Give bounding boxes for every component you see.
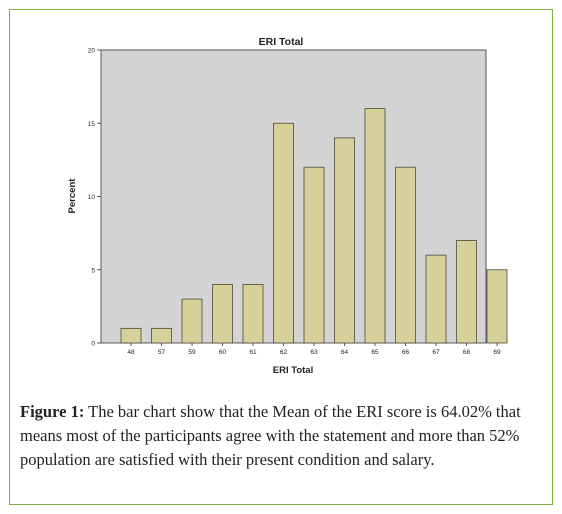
y-tick-label-10: 10	[88, 194, 96, 201]
bars-group	[120, 108, 508, 344]
x-tick-label-62: 62	[280, 349, 288, 356]
bar-69	[486, 269, 508, 344]
x-axis-title: ERI Total	[273, 365, 313, 376]
bar-62	[273, 122, 294, 344]
bar-63	[303, 166, 325, 344]
x-tick-label-59: 59	[188, 349, 196, 356]
x-tick-label-57: 57	[158, 349, 166, 356]
y-axis-title: Percent	[67, 178, 78, 214]
caption-text: The bar chart show that the Mean of the …	[20, 402, 521, 469]
bar-65	[364, 108, 386, 344]
bar-67	[425, 254, 447, 344]
bar-chart: 0 5 10 15 20 48 57 59 60 61 62 63 64 65 66 67 68 69 ERI …	[67, 48, 508, 376]
bar-60	[212, 283, 233, 344]
bar-59	[181, 298, 203, 344]
bar-48	[120, 327, 142, 344]
figure-caption: Figure 1: The bar chart show that the Me…	[20, 400, 548, 472]
y-axis: 0 5 10 15 20	[88, 48, 101, 348]
x-tick-label-60: 60	[219, 349, 227, 356]
caption-label: Figure 1:	[20, 402, 85, 421]
x-tick-label-67: 67	[432, 349, 440, 356]
x-axis: 48 57 59 60 61 62 63 64 65 66 67 68 69	[127, 343, 501, 356]
x-tick-label-61: 61	[249, 349, 257, 356]
x-tick-label-69: 69	[493, 349, 501, 356]
x-tick-label-48: 48	[127, 349, 135, 356]
bar-64	[334, 137, 355, 344]
x-tick-label-65: 65	[371, 349, 379, 356]
bar-68	[456, 240, 477, 344]
x-tick-label-66: 66	[402, 349, 410, 356]
bar-57	[151, 327, 172, 344]
chart-title: ERI Total	[258, 36, 304, 48]
y-tick-label-20: 20	[88, 48, 96, 55]
bar-66	[395, 166, 416, 344]
bar-61	[242, 283, 264, 344]
y-tick-label-0: 0	[91, 341, 95, 348]
y-tick-label-15: 15	[88, 121, 96, 128]
y-tick-label-5: 5	[91, 267, 95, 274]
x-tick-label-64: 64	[341, 349, 349, 356]
x-tick-label-63: 63	[310, 349, 318, 356]
x-tick-label-68: 68	[463, 349, 471, 356]
